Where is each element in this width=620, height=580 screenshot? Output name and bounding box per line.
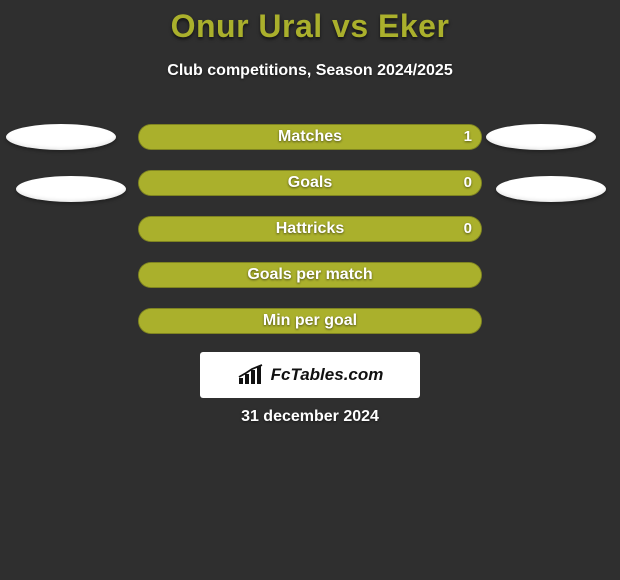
page-title: Onur Ural vs Eker (0, 8, 620, 45)
stat-row: Hattricks0 (0, 216, 620, 262)
stat-value-right: 1 (452, 124, 482, 150)
player-right-avatar (496, 176, 606, 202)
stat-value-right (452, 308, 482, 334)
stat-rows: Matches1Goals0Hattricks0Goals per matchM… (0, 124, 620, 354)
stat-value-left (138, 170, 168, 196)
brand-box[interactable]: FcTables.com (200, 352, 420, 398)
stat-bar-right-fill (139, 309, 481, 333)
stat-value-right (452, 262, 482, 288)
stat-value-left (138, 216, 168, 242)
stat-value-left (138, 308, 168, 334)
stat-bar (138, 170, 482, 196)
stat-bar-right-fill (139, 217, 481, 241)
stats-comparison-card: Onur Ural vs Eker Club competitions, Sea… (0, 0, 620, 580)
stat-value-left (138, 262, 168, 288)
stat-row: Goals per match (0, 262, 620, 308)
player-left-avatar (16, 176, 126, 202)
player-left-avatar (6, 124, 116, 150)
stat-row: Min per goal (0, 308, 620, 354)
date-line: 31 december 2024 (0, 408, 620, 426)
player-right-avatar (486, 124, 596, 150)
stat-bar-right-fill (139, 263, 481, 287)
brand-text: FcTables.com (271, 365, 384, 385)
stat-bar (138, 308, 482, 334)
stat-bar (138, 262, 482, 288)
stat-bar-right-fill (139, 171, 481, 195)
stat-value-left (138, 124, 168, 150)
stat-bar (138, 124, 482, 150)
brand-chart-icon (237, 364, 265, 386)
subtitle: Club competitions, Season 2024/2025 (0, 62, 620, 80)
stat-bar-right-fill (139, 125, 481, 149)
stat-value-right: 0 (452, 170, 482, 196)
stat-bar (138, 216, 482, 242)
stat-value-right: 0 (452, 216, 482, 242)
